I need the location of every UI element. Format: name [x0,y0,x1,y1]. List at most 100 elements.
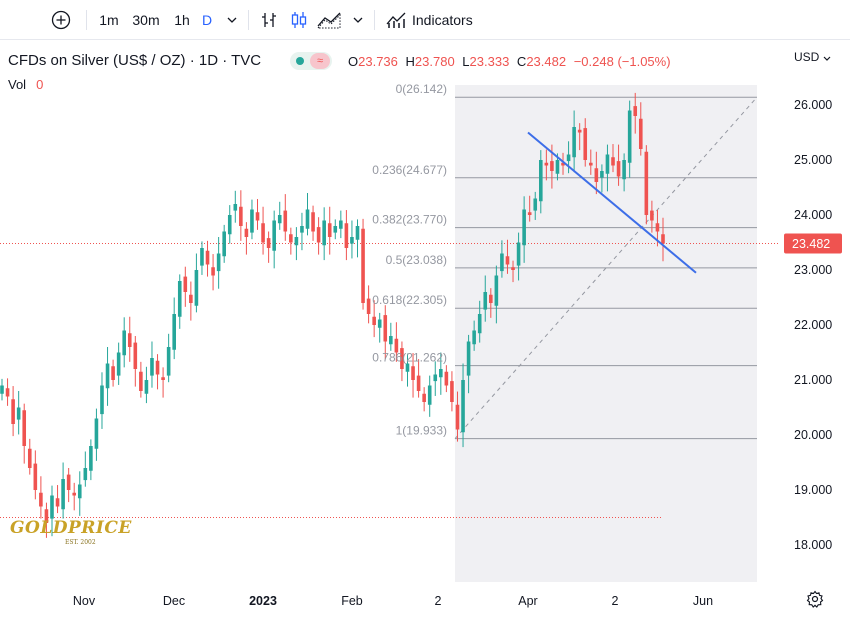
candle-body [339,220,343,229]
toolbar-divider [86,10,87,30]
candle-body [211,267,215,276]
market-status-badge[interactable]: ≈ [290,52,332,70]
indicators-icon [386,12,406,28]
area-style-button[interactable] [316,8,342,32]
candle-body [383,315,388,342]
low-value: 23.333 [469,54,510,69]
candles-style-button[interactable] [288,8,310,32]
add-symbol-button[interactable] [50,8,72,32]
candle-body [661,234,665,244]
candle-body [600,171,604,178]
open-value: 23.736 [358,54,398,69]
candles [0,92,665,538]
interval-1m-button[interactable]: 1m [99,12,119,28]
price-tick-label: 26.000 [794,98,832,112]
candle-body [266,238,271,248]
candle-body [655,223,660,232]
symbol-title[interactable]: CFDs on Silver (US$ / OZ) · 1D · TVC [8,52,262,69]
candle-body [27,448,32,468]
bar-style-button[interactable] [258,8,280,32]
candle-body [177,281,182,317]
candle-body [361,228,365,303]
candle-body [189,294,193,303]
interval-30m-button[interactable]: 30m [132,12,160,28]
time-tick-label: Nov [73,594,96,608]
candles-icon [291,12,307,28]
candle-body [289,234,293,243]
candle-body [111,366,115,380]
volume-value: 0 [36,77,44,92]
candle-body [422,393,426,402]
indicators-button[interactable]: Indicators [386,8,482,32]
candle-body [216,253,221,272]
candle-body [511,267,515,270]
candle-body [638,118,643,149]
candle-body [555,160,560,174]
price-tick-label: 25.000 [794,153,832,167]
plus-circle-icon [51,10,71,30]
candle-body [433,374,438,382]
price-tick-label: 21.000 [794,373,832,387]
candle-body [127,333,132,347]
candle-body [400,348,404,369]
candle-body [33,463,38,490]
chevron-down-icon [353,17,363,23]
time-tick-label: 2023 [249,594,277,608]
candle-body [366,298,371,314]
candle-body [122,330,127,356]
time-tick-label: 2 [435,594,442,608]
interval-1h-button[interactable]: 1h [174,12,190,28]
close-value: 23.482 [526,54,567,69]
chart-style-dropdown-button[interactable] [350,8,366,32]
candle-body [455,404,460,430]
candle-body [322,220,326,246]
currency-selector[interactable]: USD [794,50,831,64]
candle-body [100,385,104,415]
candle-body [544,162,549,166]
area-chart-icon [317,12,341,29]
volume-legend[interactable]: Vol 0 [8,77,43,92]
candle-body [527,212,532,215]
candle-body [566,154,571,162]
candle-body [133,342,138,369]
high-label: H [405,54,415,69]
candle-body [261,223,265,243]
candle-body [139,371,143,391]
candle-body [272,220,276,251]
candle-body [172,314,176,350]
chevron-down-icon [823,56,831,61]
last-price-label: 23.482 [792,237,830,251]
time-axis: ctNovDec2023Feb2Apr2Jun [73,594,713,608]
candle-body [144,380,149,394]
candle-body [572,127,576,158]
candle-body [150,358,154,376]
candle-body [372,316,376,325]
chart-settings-button[interactable] [806,590,824,608]
candle-body [439,369,443,378]
fib-level-label: 0.5(23.038) [386,253,447,267]
time-tick-label: 2 [612,594,619,608]
candle-body [244,228,249,237]
candle-body [505,256,510,265]
candle-body [194,270,199,306]
candle-body [583,128,588,160]
candle-body [116,352,121,376]
price-tick-label: 20.000 [794,428,832,442]
candle-body [350,237,354,244]
candle-body [0,385,4,394]
candle-body [633,106,638,116]
candle-body [650,210,654,221]
candle-body [183,276,188,292]
interval-dropdown-button[interactable] [224,8,240,32]
candle-body [483,292,488,310]
time-tick-label: Jun [693,594,713,608]
interval-d-button[interactable]: D [201,12,213,28]
candle-body [516,242,521,266]
candle-body [316,227,321,243]
candle-body [489,294,493,303]
candle-body [444,371,449,386]
open-label: O [348,54,359,69]
time-tick-label: Apr [518,594,537,608]
candle-body [283,210,288,232]
